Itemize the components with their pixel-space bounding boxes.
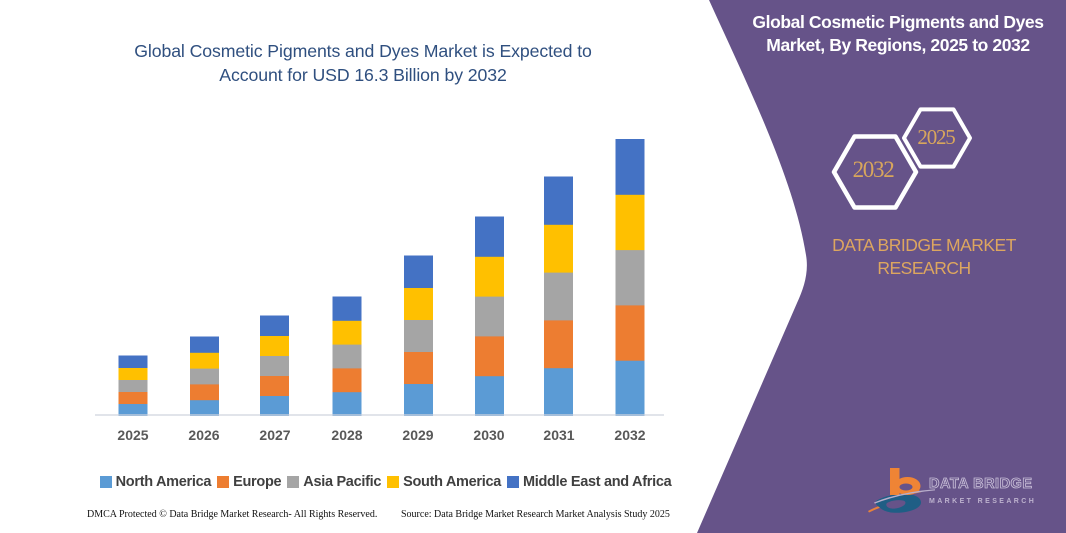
svg-text:MARKET RESEARCH: MARKET RESEARCH <box>929 498 1036 505</box>
svg-text:DATA BRIDGE: DATA BRIDGE <box>929 476 1033 492</box>
